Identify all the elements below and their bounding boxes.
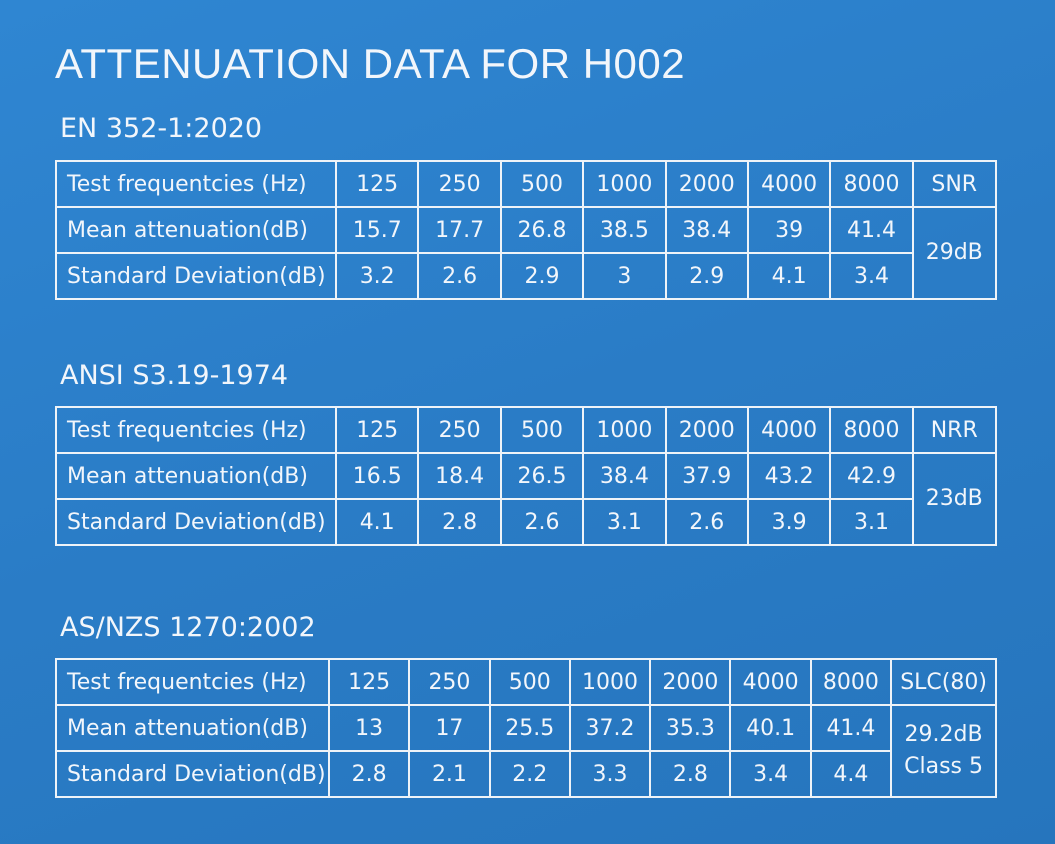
header-row: Test frequentcies (Hz) 125 250 500 1000 2000 4…: [55, 406, 997, 454]
value: 40.1: [729, 704, 812, 752]
data-row: Mean attenuation(dB) 13 17 25.5 37.2 35.3 40.1…: [55, 704, 998, 798]
data-row: Standard Deviation(dB) 4.1 2.8 2.6 3.1 2.6 3.9…: [55, 498, 996, 546]
value: 18.4: [417, 452, 502, 500]
data-row: Mean attenuation(dB) 15.7 17.7 26.8 38.5 38.4…: [55, 206, 997, 300]
frequency: 250: [417, 160, 502, 208]
row-label: Mean attenuation(dB): [55, 206, 337, 254]
rating-value: 29dB: [925, 240, 983, 265]
section-heading: ANSI S3.19-1974: [60, 360, 289, 391]
value: 4.1: [746, 252, 832, 300]
row-label: Test frequentcies (Hz): [55, 406, 337, 454]
frequency: 125: [334, 406, 420, 454]
value: 38.4: [582, 452, 667, 500]
frequency: 125: [334, 160, 420, 208]
rating-label: NRR: [911, 406, 997, 454]
value: 3.9: [746, 498, 832, 546]
value: 2.9: [499, 252, 585, 300]
value: 4.4: [809, 750, 893, 798]
attenuation-table: Test frequentcies (Hz) 125 250 500 1000 2000 4…: [55, 658, 998, 798]
value: 2.6: [499, 498, 585, 546]
value: 38.5: [582, 206, 667, 254]
row-label: Standard Deviation(dB): [55, 252, 337, 300]
section-heading: EN 352-1:2020: [60, 113, 263, 144]
value: 43.2: [746, 452, 832, 500]
value: 37.2: [568, 704, 652, 752]
value: 3.1: [582, 498, 667, 546]
rating-cell: 23dB: [911, 452, 997, 546]
frequency: 8000: [809, 658, 893, 706]
value: 17.7: [417, 206, 502, 254]
row-label: Test frequentcies (Hz): [55, 658, 330, 706]
frequency: 4000: [729, 658, 812, 706]
rating-label: SNR: [911, 160, 997, 208]
frequency: 125: [327, 658, 411, 706]
frequency: 2000: [664, 406, 749, 454]
value: 35.3: [649, 704, 732, 752]
attenuation-table: Test frequentcies (Hz) 125 250 500 1000 2000 4…: [55, 406, 997, 546]
data-row: Standard Deviation(dB) 2.8 2.1 2.2 3.3 2.8 3.4…: [55, 750, 996, 798]
rating-label: SLC(80): [890, 658, 998, 706]
frequency: 500: [499, 160, 585, 208]
row-label: Standard Deviation(dB): [55, 498, 337, 546]
row-label: Test frequentcies (Hz): [55, 160, 337, 208]
value: 13: [327, 704, 411, 752]
value: 15.7: [334, 206, 420, 254]
frequency: 1000: [582, 406, 667, 454]
frequency: 1000: [582, 160, 667, 208]
value: 39: [746, 206, 832, 254]
value: 2.6: [417, 252, 502, 300]
title: ATTENUATION DATA FOR H002: [55, 40, 686, 87]
value: 26.5: [499, 452, 585, 500]
value: 3.3: [568, 750, 652, 798]
value: 2.1: [408, 750, 491, 798]
header-row: Test frequentcies (Hz) 125 250 500 1000 2000 4…: [55, 658, 998, 706]
frequency: 4000: [746, 160, 832, 208]
frequency: 4000: [746, 406, 832, 454]
frequency: 8000: [829, 160, 914, 208]
frequency: 250: [408, 658, 491, 706]
value: 2.6: [664, 498, 749, 546]
value: 41.4: [829, 206, 914, 254]
rating-cell: 29.2dB Class 5: [890, 704, 998, 798]
value: 26.8: [499, 206, 585, 254]
frequency: 500: [499, 406, 585, 454]
value: 38.4: [664, 206, 749, 254]
value: 2.8: [327, 750, 411, 798]
value: 2.8: [649, 750, 732, 798]
header-row: Test frequentcies (Hz) 125 250 500 1000 2000 4…: [55, 160, 997, 208]
value: 16.5: [334, 452, 420, 500]
value: 2.9: [664, 252, 749, 300]
rating-value: 29.2dB: [904, 722, 983, 747]
rating-cell: 29dB: [911, 206, 997, 300]
row-label: Standard Deviation(dB): [55, 750, 330, 798]
value: 25.5: [488, 704, 571, 752]
data-row: Standard Deviation(dB) 3.2 2.6 2.9 3 2.9 4.1 3.…: [55, 252, 996, 300]
section-heading: AS/NZS 1270:2002: [60, 612, 316, 643]
value: 17: [408, 704, 491, 752]
frequency: 250: [417, 406, 502, 454]
value: 42.9: [829, 452, 914, 500]
frequency: 2000: [664, 160, 749, 208]
frequency: 8000: [829, 406, 914, 454]
row-label: Mean attenuation(dB): [55, 704, 330, 752]
attenuation-table: Test frequentcies (Hz) 125 250 500 1000 2000 4…: [55, 160, 997, 300]
row-label: Mean attenuation(dB): [55, 452, 337, 500]
value: 41.4: [809, 704, 893, 752]
frequency: 1000: [568, 658, 652, 706]
rating-value: 23dB: [925, 486, 983, 511]
value: 37.9: [664, 452, 749, 500]
value: 3.2: [334, 252, 420, 300]
frequency: 500: [488, 658, 571, 706]
value: 3.4: [729, 750, 812, 798]
value: 3: [582, 252, 667, 300]
value: 2.8: [417, 498, 502, 546]
value: 2.2: [488, 750, 571, 798]
data-row: Mean attenuation(dB) 16.5 18.4 26.5 38.4 37.9…: [55, 452, 997, 546]
value: 3.4: [829, 252, 914, 300]
frequency: 2000: [649, 658, 732, 706]
value: 4.1: [334, 498, 420, 546]
rating-value: Class 5: [904, 754, 984, 779]
value: 3.1: [829, 498, 914, 546]
